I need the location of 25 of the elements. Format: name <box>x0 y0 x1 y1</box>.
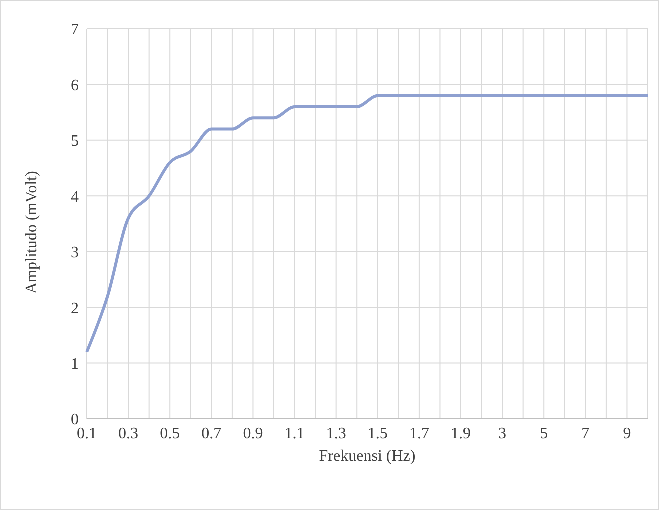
y-tick-label: 3 <box>71 244 79 262</box>
y-tick-label: 5 <box>71 133 79 150</box>
x-tick-label: 7 <box>582 425 590 442</box>
y-tick-label: 7 <box>71 22 79 39</box>
x-tick-label: 0.7 <box>202 425 222 442</box>
x-tick-label: 9 <box>623 425 632 442</box>
y-tick-label: 4 <box>71 188 79 206</box>
y-axis-title: Amplitudo (mVolt) <box>24 171 41 294</box>
x-tick-label: 0.5 <box>160 425 180 442</box>
x-tick-label: 1.7 <box>409 425 430 442</box>
y-tick-label: 2 <box>71 300 79 318</box>
x-tick-label: 1.9 <box>451 425 471 442</box>
y-tick-label: 6 <box>71 77 79 94</box>
x-tick-label: 5 <box>540 425 548 442</box>
x-axis-title: Frekuensi (Hz) <box>319 448 416 465</box>
x-tick-label: 1.3 <box>326 425 346 442</box>
x-tick-label: 3 <box>498 425 507 442</box>
x-tick-label: 0.1 <box>77 425 97 442</box>
y-tick-label: 1 <box>71 356 79 373</box>
x-tick-label: 0.3 <box>118 425 139 442</box>
y-tick-label: 0 <box>71 412 79 429</box>
line-series <box>86 94 650 354</box>
x-tick-label: 1.1 <box>284 425 305 442</box>
x-tick-label: 0.9 <box>243 425 264 442</box>
x-tick-label: 1.5 <box>368 425 388 442</box>
